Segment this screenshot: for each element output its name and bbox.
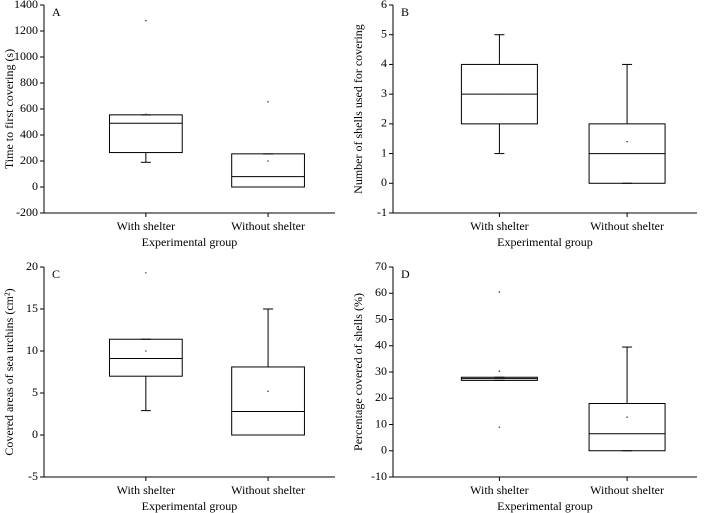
y-tick-label: 20 [375, 390, 387, 404]
x-tick-label: With shelter [117, 483, 176, 497]
y-tick-label: 1 [381, 145, 387, 159]
y-tick-label: -200 [16, 205, 38, 219]
y-tick-label: 1000 [14, 49, 38, 63]
y-tick-label: 60 [375, 285, 387, 299]
outlier [145, 19, 147, 22]
y-tick-label: 200 [20, 153, 38, 167]
y-axis-label: Covered areas of sea urchins (cm²) [2, 288, 16, 455]
x-tick-label: Without shelter [231, 483, 305, 497]
y-tick-label: 4 [381, 56, 387, 70]
mean [498, 93, 501, 95]
box [231, 153, 305, 188]
y-tick-label: 15 [26, 301, 38, 315]
y-tick-label: 400 [20, 127, 38, 141]
y-tick-label: 3 [381, 86, 387, 100]
y-tick-label: 5 [381, 26, 387, 40]
panel-label: C [52, 267, 60, 281]
outlier [145, 272, 147, 274]
y-tick-label: 50 [375, 311, 387, 325]
y-axis-label: Number of shells used for covering [351, 24, 365, 194]
mean [145, 113, 147, 115]
box [588, 403, 666, 452]
outlier [498, 426, 501, 428]
y-tick-label: -10 [371, 469, 387, 483]
panel-label: A [52, 5, 61, 19]
y-tick-label: 6 [381, 0, 387, 11]
y-axis-label: Percentage covered of shells (%) [351, 293, 365, 451]
mean [145, 350, 147, 352]
y-tick-label: 10 [26, 343, 38, 357]
panel-label: D [401, 267, 410, 281]
y-tick-label: 0 [32, 427, 38, 441]
x-tick-label: Without shelter [231, 219, 305, 233]
y-tick-label: 0 [381, 443, 387, 457]
mean [267, 390, 269, 393]
x-tick-label: With shelter [470, 483, 529, 497]
y-tick-label: 800 [20, 75, 38, 89]
y-tick-label: 0 [32, 179, 38, 193]
y-tick-label: -1 [377, 205, 387, 219]
x-tick-label: With shelter [470, 219, 529, 233]
y-tick-label: 70 [375, 259, 387, 273]
y-tick-label: 5 [32, 385, 38, 399]
outlier [498, 291, 501, 293]
x-axis-label: Experimental group [142, 499, 238, 513]
y-tick-label: -5 [28, 469, 38, 483]
x-axis-label: Experimental group [142, 235, 238, 249]
y-tick-label: 40 [375, 338, 387, 352]
panel-label: B [401, 5, 409, 19]
mean [267, 160, 269, 162]
y-tick-label: 20 [26, 259, 38, 273]
y-tick-label: 30 [375, 364, 387, 378]
y-tick-label: 600 [20, 101, 38, 115]
x-tick-label: Without shelter [590, 219, 664, 233]
mean [626, 416, 628, 418]
x-tick-label: Without shelter [590, 483, 664, 497]
mean [498, 370, 501, 373]
y-tick-label: 10 [375, 416, 387, 430]
y-tick-label: 1400 [14, 0, 38, 11]
x-axis-label: Experimental group [497, 235, 593, 249]
box [108, 114, 183, 154]
box [108, 338, 183, 377]
mean [626, 140, 628, 143]
box [231, 366, 305, 436]
x-axis-label: Experimental group [497, 499, 593, 513]
y-tick-label: 2 [381, 116, 387, 130]
outlier [267, 101, 269, 103]
y-tick-label: 0 [381, 175, 387, 189]
y-axis-label: Time to first covering (s) [2, 49, 16, 169]
y-tick-label: 1200 [14, 23, 38, 37]
x-tick-label: With shelter [117, 219, 176, 233]
